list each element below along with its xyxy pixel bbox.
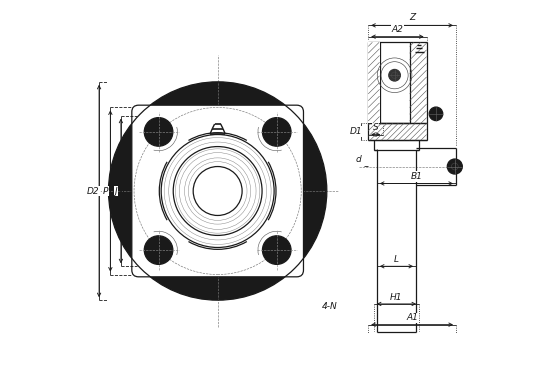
Text: D1: D1	[349, 127, 362, 136]
Circle shape	[144, 236, 173, 264]
Text: H1: H1	[390, 293, 403, 302]
Text: A2: A2	[391, 24, 404, 34]
Text: A1: A1	[406, 313, 418, 322]
Text: P: P	[103, 186, 109, 196]
Text: S: S	[373, 123, 379, 131]
Text: Z: Z	[409, 13, 415, 21]
Text: D2: D2	[86, 186, 99, 196]
Circle shape	[389, 70, 400, 81]
Circle shape	[109, 82, 327, 300]
Circle shape	[429, 107, 443, 121]
Text: J: J	[115, 186, 118, 196]
FancyBboxPatch shape	[132, 105, 304, 277]
Text: d: d	[355, 155, 361, 164]
Circle shape	[447, 159, 463, 174]
Text: 4-N: 4-N	[322, 302, 338, 311]
Circle shape	[262, 118, 291, 146]
Polygon shape	[368, 42, 380, 123]
Text: B1: B1	[411, 172, 422, 181]
Circle shape	[262, 236, 291, 264]
Circle shape	[144, 118, 173, 146]
Text: L: L	[394, 255, 399, 264]
